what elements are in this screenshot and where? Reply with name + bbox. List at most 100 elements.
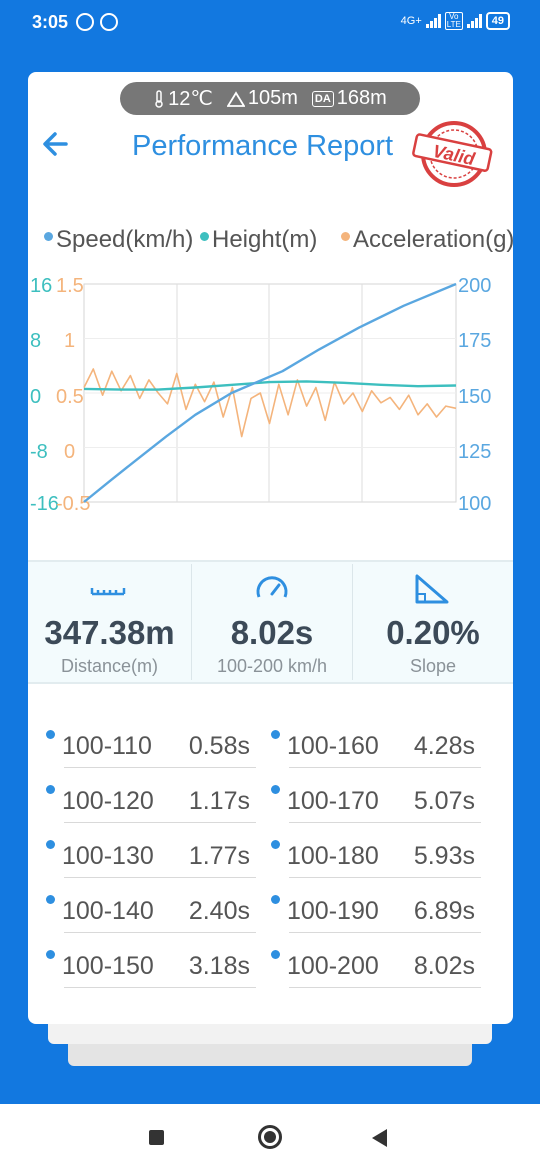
row-divider: [289, 822, 481, 823]
table-row: 100-130 1.77s: [46, 838, 256, 878]
height-tick-label: 8: [30, 330, 41, 352]
system-nav-bar: [0, 1104, 540, 1170]
conditions-pill: 12℃ 105m DA 168m: [120, 82, 420, 115]
legend-swatch: [341, 232, 350, 241]
row-divider: [64, 877, 256, 878]
status-icons: 4G+ Vo LTE 49: [401, 12, 510, 30]
legend-swatch: [200, 232, 209, 241]
time-label: 100-200 km/h: [216, 656, 328, 676]
table-row: 100-200 8.02s: [271, 948, 481, 988]
status-bar: 3:05 4G+ Vo LTE 49: [0, 0, 540, 44]
split-range: 100-150: [62, 952, 154, 980]
row-bullet: [46, 840, 55, 849]
summary-stats: 347.38m Distance(m) 8.02s 100-200 km/h 0…: [28, 560, 513, 684]
home-button[interactable]: [258, 1125, 282, 1149]
legend-item-speed[interactable]: Speed(km/h): [44, 226, 193, 254]
split-range: 100-190: [287, 897, 379, 925]
stat-slope: 0.20% Slope: [353, 562, 513, 682]
row-bullet: [271, 785, 280, 794]
report-card: 12℃ 105m DA 168m Performance Report Vali…: [28, 72, 513, 1024]
row-bullet: [46, 785, 55, 794]
height-tick-label: -8: [30, 441, 48, 463]
stat-distance: 347.38m Distance(m): [28, 562, 191, 682]
row-bullet: [271, 840, 280, 849]
slope-value: 0.20%: [386, 614, 480, 651]
page-title: Performance Report: [132, 130, 394, 162]
split-range: 100-160: [287, 732, 379, 760]
row-divider: [64, 932, 256, 933]
split-time: 3.18s: [188, 952, 250, 980]
signal-icon: [425, 14, 441, 28]
split-time: 5.07s: [413, 787, 475, 815]
split-range: 100-120: [62, 787, 154, 815]
row-divider: [289, 877, 481, 878]
split-range: 100-170: [287, 787, 379, 815]
table-row: 100-140 2.40s: [46, 893, 256, 933]
split-time: 6.89s: [413, 897, 475, 925]
distance-label: Distance(m): [60, 656, 158, 676]
legend-item-acceleration[interactable]: Acceleration(g): [341, 226, 513, 254]
volte-icon: Vo LTE: [444, 12, 463, 30]
row-divider: [64, 987, 256, 988]
height-tick-label: 16: [30, 275, 52, 297]
back-button[interactable]: [372, 1129, 387, 1147]
table-row: 100-190 6.89s: [271, 893, 481, 933]
recents-button[interactable]: [149, 1130, 164, 1145]
whatsapp-icon: [76, 13, 94, 31]
distance-value: 347.38m: [44, 614, 175, 651]
split-range: 100-140: [62, 897, 154, 925]
split-time: 1.17s: [188, 787, 250, 815]
signal-icon-2: [466, 14, 482, 28]
thermometer-icon: [155, 89, 163, 108]
speed-tick-label: 100: [458, 493, 491, 515]
app-notification-icon: [100, 13, 118, 31]
slope-icon: [415, 574, 449, 604]
series-line-acceleration-g: [83, 368, 457, 438]
row-bullet: [271, 895, 280, 904]
row-bullet: [46, 895, 55, 904]
row-divider: [64, 767, 256, 768]
row-divider: [289, 987, 481, 988]
divider: [191, 564, 192, 680]
split-time: 2.40s: [188, 897, 250, 925]
legend-item-height[interactable]: Height(m): [200, 226, 317, 254]
row-bullet: [271, 730, 280, 739]
accel-tick-label: 1: [64, 330, 75, 352]
ruler-icon: [90, 588, 126, 596]
row-divider: [289, 767, 481, 768]
split-range: 100-130: [62, 842, 154, 870]
density-altitude: DA 168m: [311, 87, 387, 110]
row-bullet: [271, 950, 280, 959]
accel-tick-label: -0.5: [56, 493, 90, 515]
table-row: 100-110 0.58s: [46, 728, 256, 768]
clock: 3:05: [32, 12, 69, 32]
slope-label: Slope: [409, 656, 457, 676]
accel-tick-label: 1.5: [56, 275, 84, 297]
legend-swatch: [44, 232, 53, 241]
speed-tick-label: 175: [458, 330, 491, 352]
speed-tick-label: 150: [458, 386, 491, 408]
altitude: 105m: [226, 87, 298, 110]
speed-tick-label: 125: [458, 441, 491, 463]
chart-legend: Speed(km/h) Height(m) Acceleration(g): [44, 226, 513, 262]
battery-icon: 49: [485, 12, 510, 30]
divider: [352, 564, 353, 680]
split-time: 5.93s: [413, 842, 475, 870]
back-arrow-icon[interactable]: [36, 124, 76, 164]
da-badge: DA: [311, 90, 334, 107]
table-row: 100-180 5.93s: [271, 838, 481, 878]
split-range: 100-200: [287, 952, 379, 980]
split-range: 100-180: [287, 842, 379, 870]
mountain-icon: [226, 90, 245, 107]
split-time: 4.28s: [413, 732, 475, 760]
series-line-height-m: [83, 380, 457, 391]
valid-stamp: Valid: [412, 121, 493, 187]
row-divider: [64, 822, 256, 823]
series-line-speed-km-h: [83, 282, 457, 503]
split-time: 1.77s: [188, 842, 250, 870]
table-row: 100-120 1.17s: [46, 783, 256, 823]
speed-tick-label: 200: [458, 275, 491, 297]
network-type: 4G+: [400, 15, 422, 27]
height-tick-label: -16: [30, 493, 59, 515]
row-divider: [289, 932, 481, 933]
